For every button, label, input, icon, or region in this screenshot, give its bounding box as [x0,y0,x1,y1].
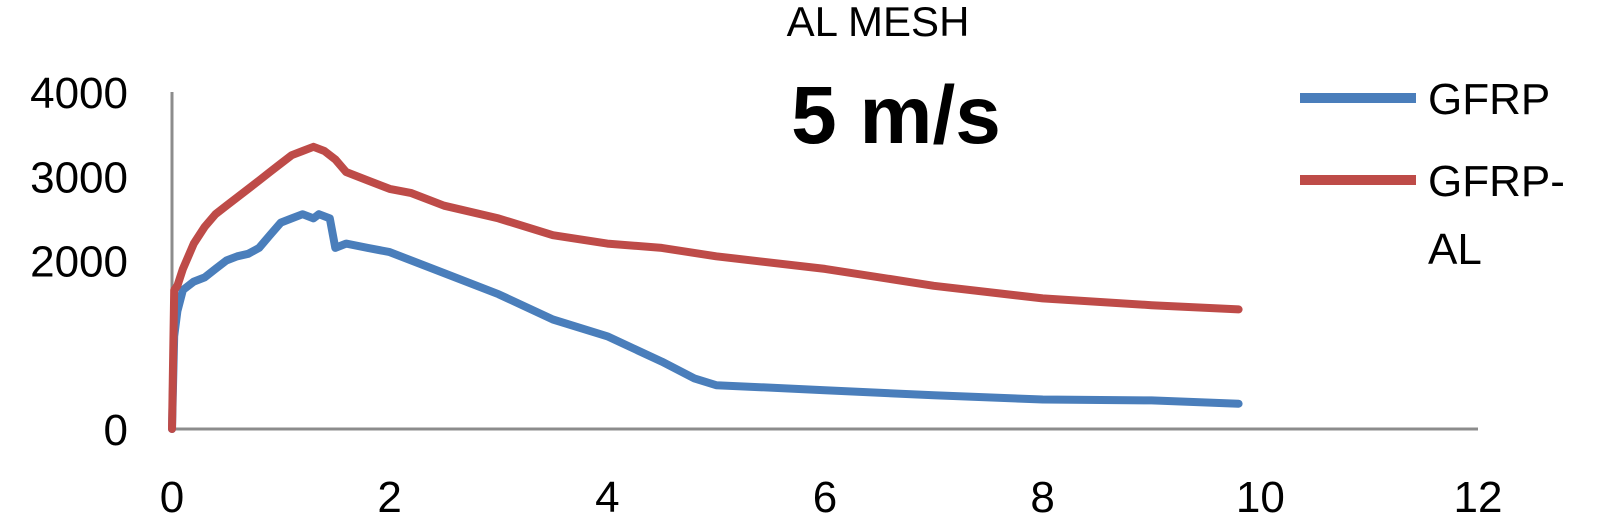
legend-label-gfrp: GFRP [1428,75,1550,124]
x-tick-label: 2 [377,473,401,522]
legend-label-gfrp-al-line2: AL [1428,225,1482,274]
y-tick-label: 2000 [30,238,128,287]
series-line-gfrp-al [168,142,1243,433]
legend: GFRP GFRP- AL [1300,75,1565,274]
x-tick-label: 0 [160,473,184,522]
y-axis-ticks: 0 2000 3000 4000 [30,69,128,455]
chart-title: 5 m/s [791,70,1001,161]
x-tick-label: 12 [1454,473,1503,522]
chart-subtitle: AL MESH [787,0,970,45]
series-line-gfrp [168,210,1243,433]
x-tick-label: 10 [1236,473,1285,522]
legend-label-gfrp-al-line1: GFRP- [1428,157,1565,206]
x-tick-label: 6 [813,473,837,522]
x-axis-ticks: 0 2 4 6 8 10 12 [160,473,1503,522]
y-tick-label: 0 [104,406,128,455]
y-tick-label: 3000 [30,153,128,202]
x-tick-label: 8 [1030,473,1054,522]
series-lines [168,142,1243,433]
y-tick-label: 4000 [30,69,128,118]
x-tick-label: 4 [595,473,619,522]
